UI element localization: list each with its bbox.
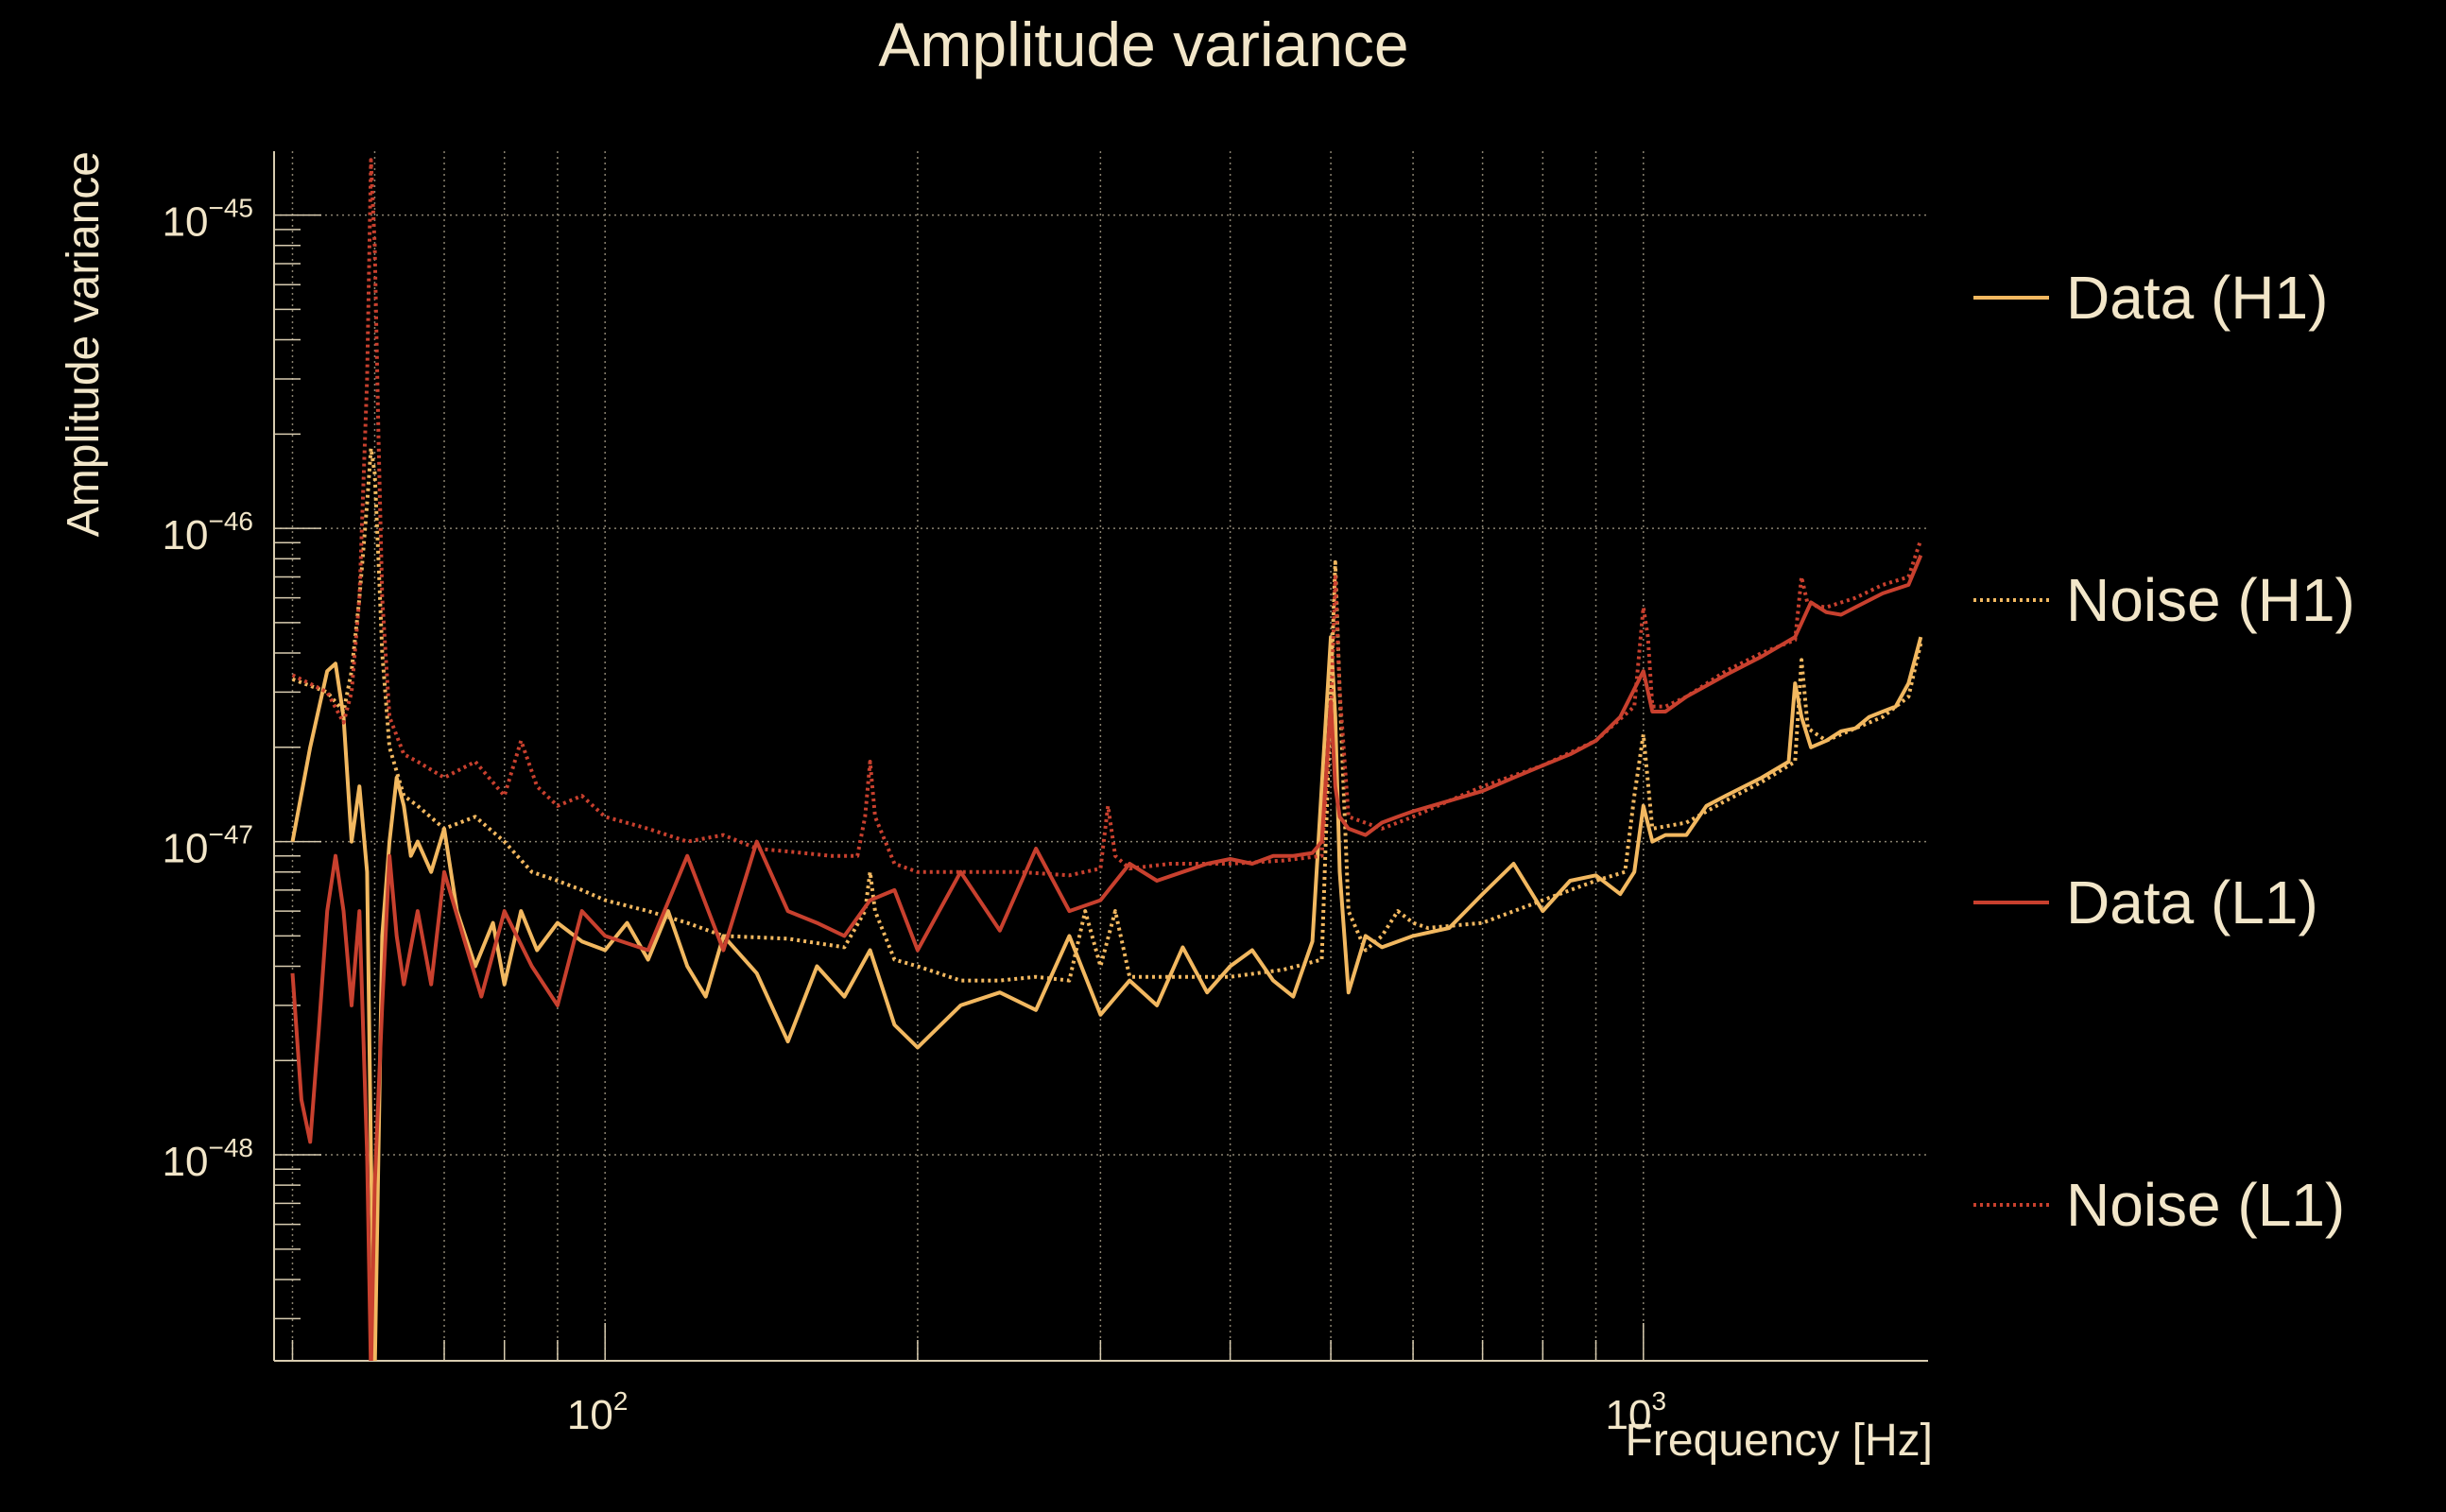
series-line-noise-l1 [291,158,1923,878]
chart-title: Amplitude variance [878,9,1408,79]
y-tick-label: 10−47 [163,820,253,872]
axes: 10−45 10−46 10−47 10−48 102 103 [163,151,1928,1438]
series-lines [290,158,1923,1361]
legend-label: Noise (H1) [2066,566,2355,634]
series-line-data-l1 [290,554,1923,1361]
y-tick-label: 10−46 [163,507,253,558]
series-line-data-h1 [290,635,1923,1361]
legend-label: Data (H1) [2066,264,2328,332]
x-tick-label: 103 [1606,1386,1667,1438]
legend-label: Data (L1) [2066,868,2318,936]
x-axis-label: Frequency [Hz] [1626,1416,1933,1466]
y-tick-label: 10−48 [163,1133,253,1185]
x-tick-label: 102 [567,1386,629,1438]
y-tick-label: 10−45 [163,194,253,246]
legend-label: Noise (L1) [2066,1171,2345,1239]
legend: Data (H1) Noise (H1) Data (L1) Noise (L1) [1973,264,2355,1239]
y-axis-label: Amplitude variance [59,151,109,537]
series-line-noise-h1 [291,446,1923,983]
